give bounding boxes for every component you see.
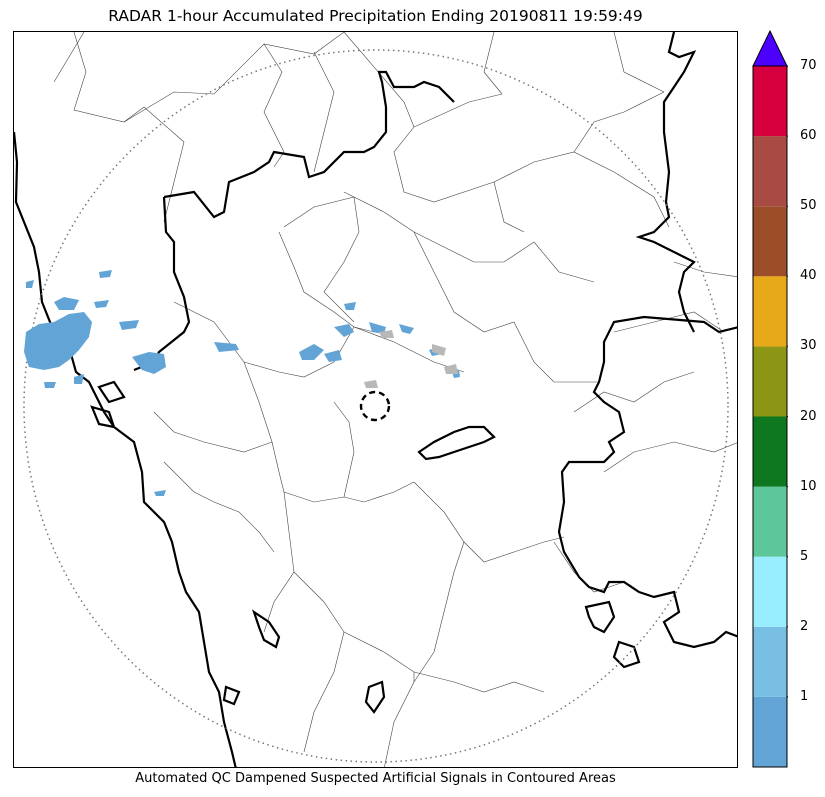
colorbar-swatch [753,416,787,487]
district-boundaries [53,32,737,767]
colorbar-swatch [753,276,787,347]
colorbar-swatch [753,206,787,277]
colorbar-swatch [753,66,787,137]
map-caption: Automated QC Dampened Suspected Artifici… [135,771,616,786]
range-ring [23,49,729,763]
precipitation-echoes [24,270,460,496]
colorbar-swatch [753,556,787,627]
colorbar [752,30,788,768]
colorbar-tick-label: 20 [800,408,817,424]
suspected-artifact-echoes [364,330,458,388]
colorbar-swatch [753,136,787,207]
colorbar-tick-label: 40 [800,268,817,284]
map-canvas [14,32,737,767]
colorbar-tick-label: 2 [800,618,809,634]
radar-map[interactable] [13,31,738,768]
radar-site-marker [359,390,391,422]
colorbar-tick-label: 10 [800,478,817,494]
colorbar-extend-triangle [752,30,788,67]
colorbar-swatch [753,696,787,767]
state-boundaries [14,32,737,767]
colorbar-swatches [752,30,788,768]
colorbar-tick-label: 70 [800,58,817,73]
colorbar-swatch [753,626,787,697]
colorbar-tick-label: 5 [800,548,809,564]
colorbar-tick-label: 1 [800,688,809,704]
colorbar-tick-label: 50 [800,198,817,214]
colorbar-tick-label: 60 [800,128,817,144]
colorbar-swatch [753,486,787,557]
chart-title: RADAR 1-hour Accumulated Precipitation E… [108,7,643,25]
colorbar-swatch [753,346,787,417]
colorbar-tick-label: 30 [800,338,817,354]
